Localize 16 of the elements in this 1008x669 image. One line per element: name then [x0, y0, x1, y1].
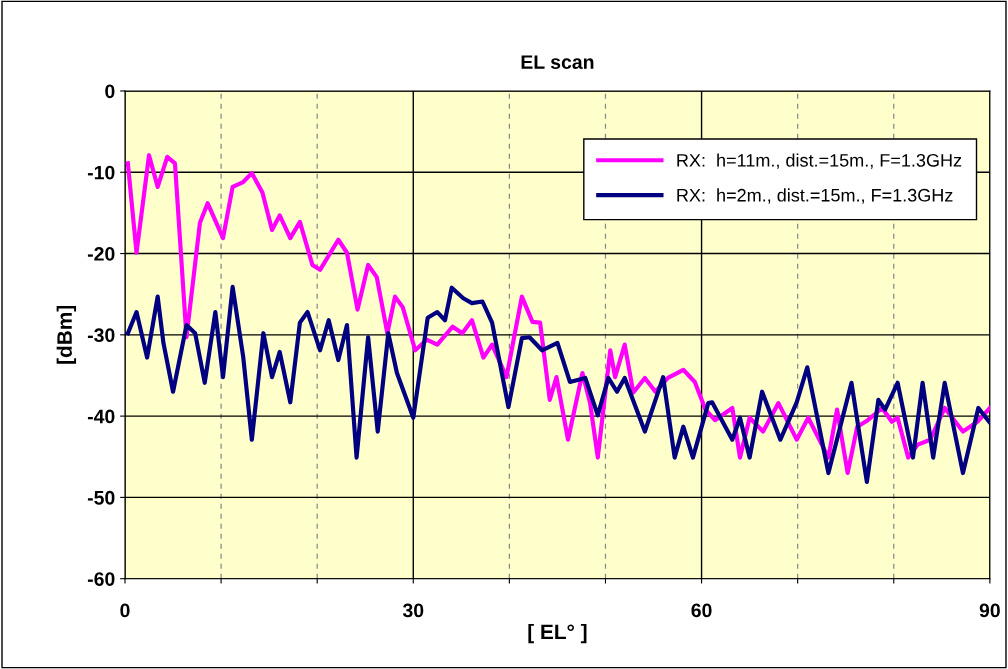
chart-title: EL scan	[521, 55, 594, 69]
y-tick-label: -60	[87, 572, 115, 586]
y-axis-title: [dBm]	[56, 305, 77, 364]
y-tick-label: -30	[87, 328, 115, 343]
legend-label: RX: h=2m., dist.=15m., F=1.3GHz	[677, 188, 953, 204]
y-tick-label: 0	[105, 84, 115, 99]
x-tick-label: 60	[691, 603, 712, 618]
x-axis-title: [ EL° ]	[528, 623, 587, 644]
legend-label: RX: h=11m., dist.=15m., F=1.3GHz	[677, 153, 962, 169]
y-tick-label: -10	[87, 165, 115, 180]
x-tick-label: 30	[402, 603, 424, 618]
y-tick-label: -20	[87, 247, 115, 261]
y-tick-label: -50	[87, 490, 115, 505]
x-tick-label: 0	[120, 603, 130, 618]
y-tick-label: -40	[87, 409, 115, 424]
x-tick-label: 90	[979, 603, 1000, 618]
